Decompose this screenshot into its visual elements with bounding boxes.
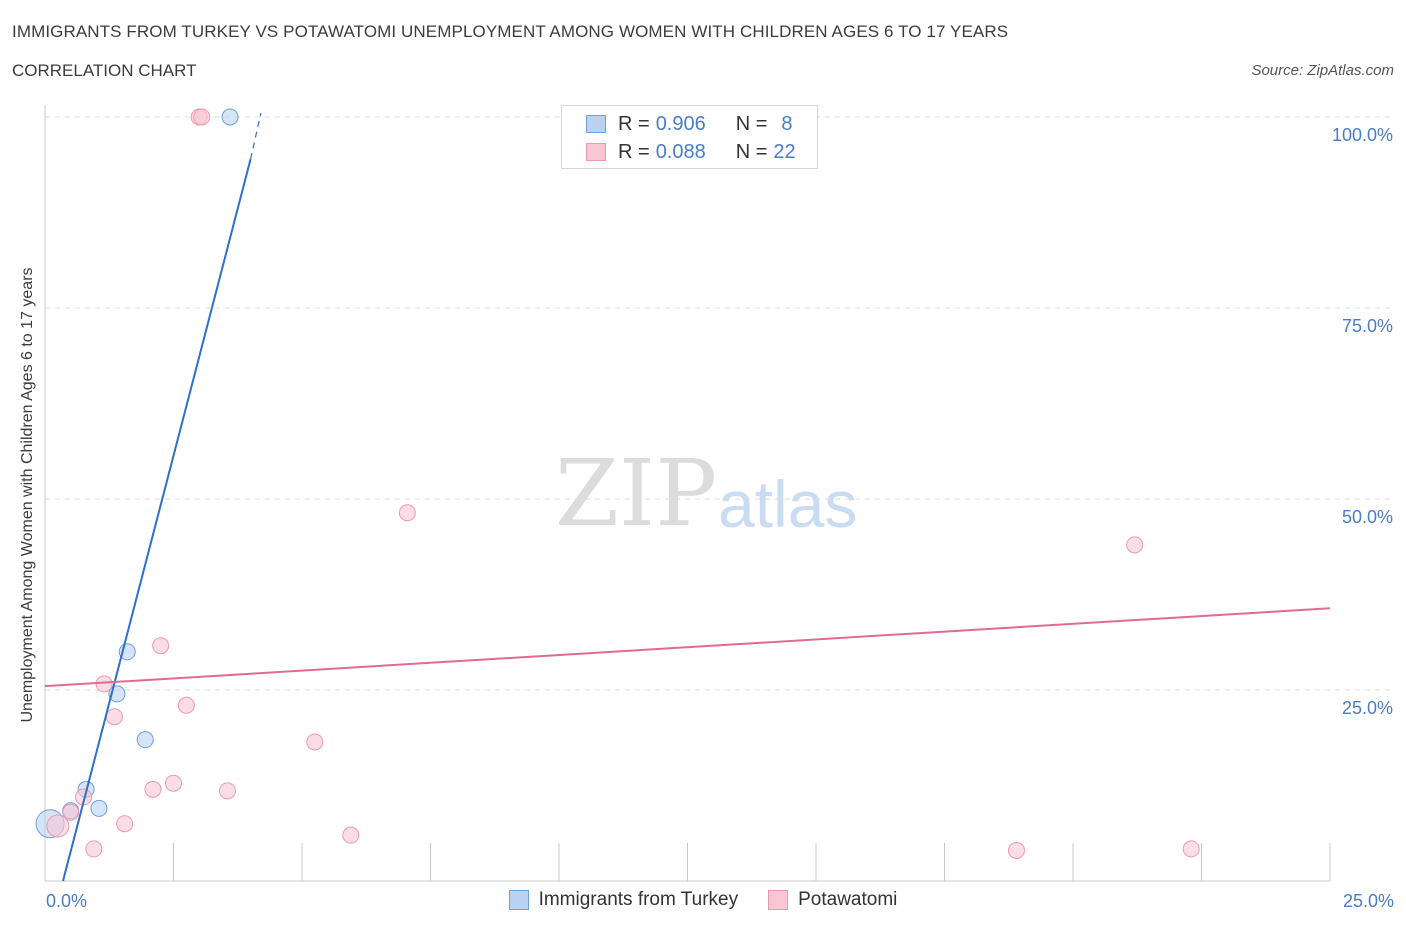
legend-r-value: 0.088 xyxy=(655,140,706,163)
y-tick-label: 50.0% xyxy=(1342,507,1393,527)
potawatomi-point xyxy=(1126,536,1144,554)
legend-r-label: R = xyxy=(618,140,650,163)
legend-row-turkey: R = 0.906 N = 8 xyxy=(586,112,793,136)
y-tick-label: 75.0% xyxy=(1342,316,1393,336)
turkey-point xyxy=(90,799,108,817)
legend-n-value: 8 xyxy=(781,112,793,135)
turkey-point xyxy=(221,108,239,126)
series-swatch-blue xyxy=(508,890,529,910)
legend-n-value: 22 xyxy=(773,140,796,163)
potawatomi-point xyxy=(105,708,123,726)
potawatomi-point xyxy=(1007,841,1025,859)
potawatomi-point xyxy=(46,814,70,838)
source-credit: Source: ZipAtlas.com xyxy=(1251,62,1394,79)
y-tick-label: 100.0% xyxy=(1332,125,1393,145)
potawatomi-trend-line xyxy=(44,607,1331,688)
legend-n-label: N = xyxy=(735,112,768,135)
series-swatch-pink xyxy=(768,890,789,910)
watermark-atlas: atlas xyxy=(718,467,857,541)
legend-n-label: N = xyxy=(735,140,768,163)
potawatomi-point xyxy=(1182,840,1200,858)
chart-subtitle: CORRELATION CHART xyxy=(12,61,197,80)
legend-r-label: R = xyxy=(618,112,650,135)
chart-title: IMMIGRANTS FROM TURKEY VS POTAWATOMI UNE… xyxy=(12,22,1009,41)
potawatomi-point xyxy=(116,815,134,833)
series-legend-turkey: Immigrants from Turkey xyxy=(508,889,739,911)
series-legend-label: Immigrants from Turkey xyxy=(538,889,739,910)
potawatomi-point xyxy=(218,782,236,800)
turkey-trend-line xyxy=(62,158,252,882)
potawatomi-point xyxy=(342,826,360,844)
correlation-legend: R = 0.906 N = 8 R = 0.088 N = 22 xyxy=(561,105,818,169)
potawatomi-point xyxy=(85,840,103,858)
x-tick-label-min: 0.0% xyxy=(46,891,88,911)
potawatomi-point xyxy=(306,733,324,751)
legend-swatch-blue xyxy=(586,115,606,133)
y-tick-label: 25.0% xyxy=(1342,698,1393,718)
x-tick-label-max: 25.0% xyxy=(1342,891,1394,911)
series-legend-potawatomi: Potawatomi xyxy=(768,889,897,911)
turkey-trend-extension xyxy=(250,113,262,160)
potawatomi-point xyxy=(165,774,182,792)
potawatomi-point xyxy=(152,637,170,655)
series-legend-label: Potawatomi xyxy=(798,889,898,910)
series-legend: Immigrants from Turkey Potawatomi xyxy=(0,889,1406,911)
potawatomi-point xyxy=(144,780,162,798)
legend-swatch-pink xyxy=(586,143,606,161)
legend-row-potawatomi: R = 0.088 N = 22 xyxy=(586,140,796,164)
potawatomi-point xyxy=(177,696,195,714)
legend-r-value: 0.906 xyxy=(655,112,706,135)
turkey-point xyxy=(136,731,154,749)
watermark-zip: ZIP xyxy=(555,440,717,547)
potawatomi-point xyxy=(193,108,211,126)
potawatomi-point xyxy=(62,803,80,821)
potawatomi-point xyxy=(398,504,416,522)
